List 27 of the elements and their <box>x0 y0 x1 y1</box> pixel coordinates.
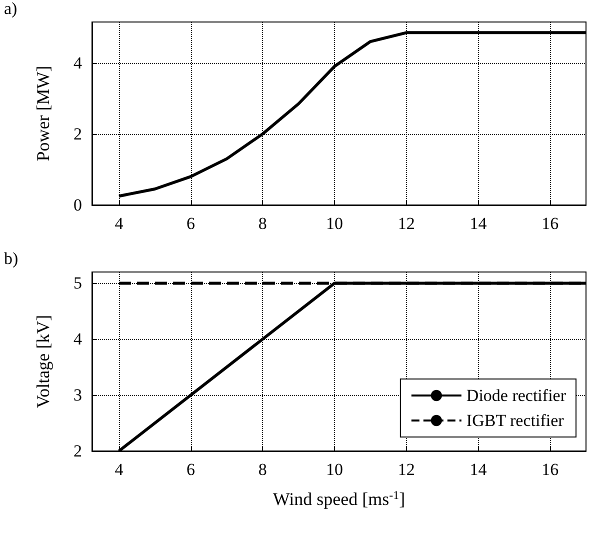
x-tick-label: 14 <box>470 214 488 233</box>
y-tick-label: 2 <box>74 442 82 460</box>
y-tick-label: 0 <box>74 196 82 214</box>
x-tick-label: 8 <box>258 214 267 233</box>
x-tick-label: 6 <box>186 214 196 233</box>
x-tick-label: 16 <box>542 460 559 479</box>
x-tick-label: 8 <box>258 460 267 479</box>
text: a) <box>4 0 18 18</box>
text: b) <box>4 249 18 268</box>
y-tick-label: 3 <box>74 386 82 405</box>
y-tick-label: 4 <box>74 53 82 72</box>
y-tick-label: 4 <box>74 330 82 349</box>
y-axis-title: Voltage [kV] <box>33 314 53 408</box>
x-tick-label: 16 <box>542 214 559 233</box>
legend-label: Diode rectifier <box>466 386 566 405</box>
x-tick-label: 10 <box>326 214 344 233</box>
y-tick-label: 5 <box>74 274 82 293</box>
x-tick-label: 14 <box>470 460 488 479</box>
y-axis-title: Power [MW] <box>33 66 53 162</box>
x-tick-label: 12 <box>398 214 415 233</box>
y-tick-label: 2 <box>74 124 82 144</box>
x-tick-label: 10 <box>326 460 344 479</box>
x-tick-label: 4 <box>114 214 124 233</box>
x-tick-label: 6 <box>186 460 196 479</box>
x-tick-label: 12 <box>398 460 415 479</box>
x-tick-label: 4 <box>114 460 124 479</box>
legend-label: IGBT rectifier <box>466 411 564 430</box>
